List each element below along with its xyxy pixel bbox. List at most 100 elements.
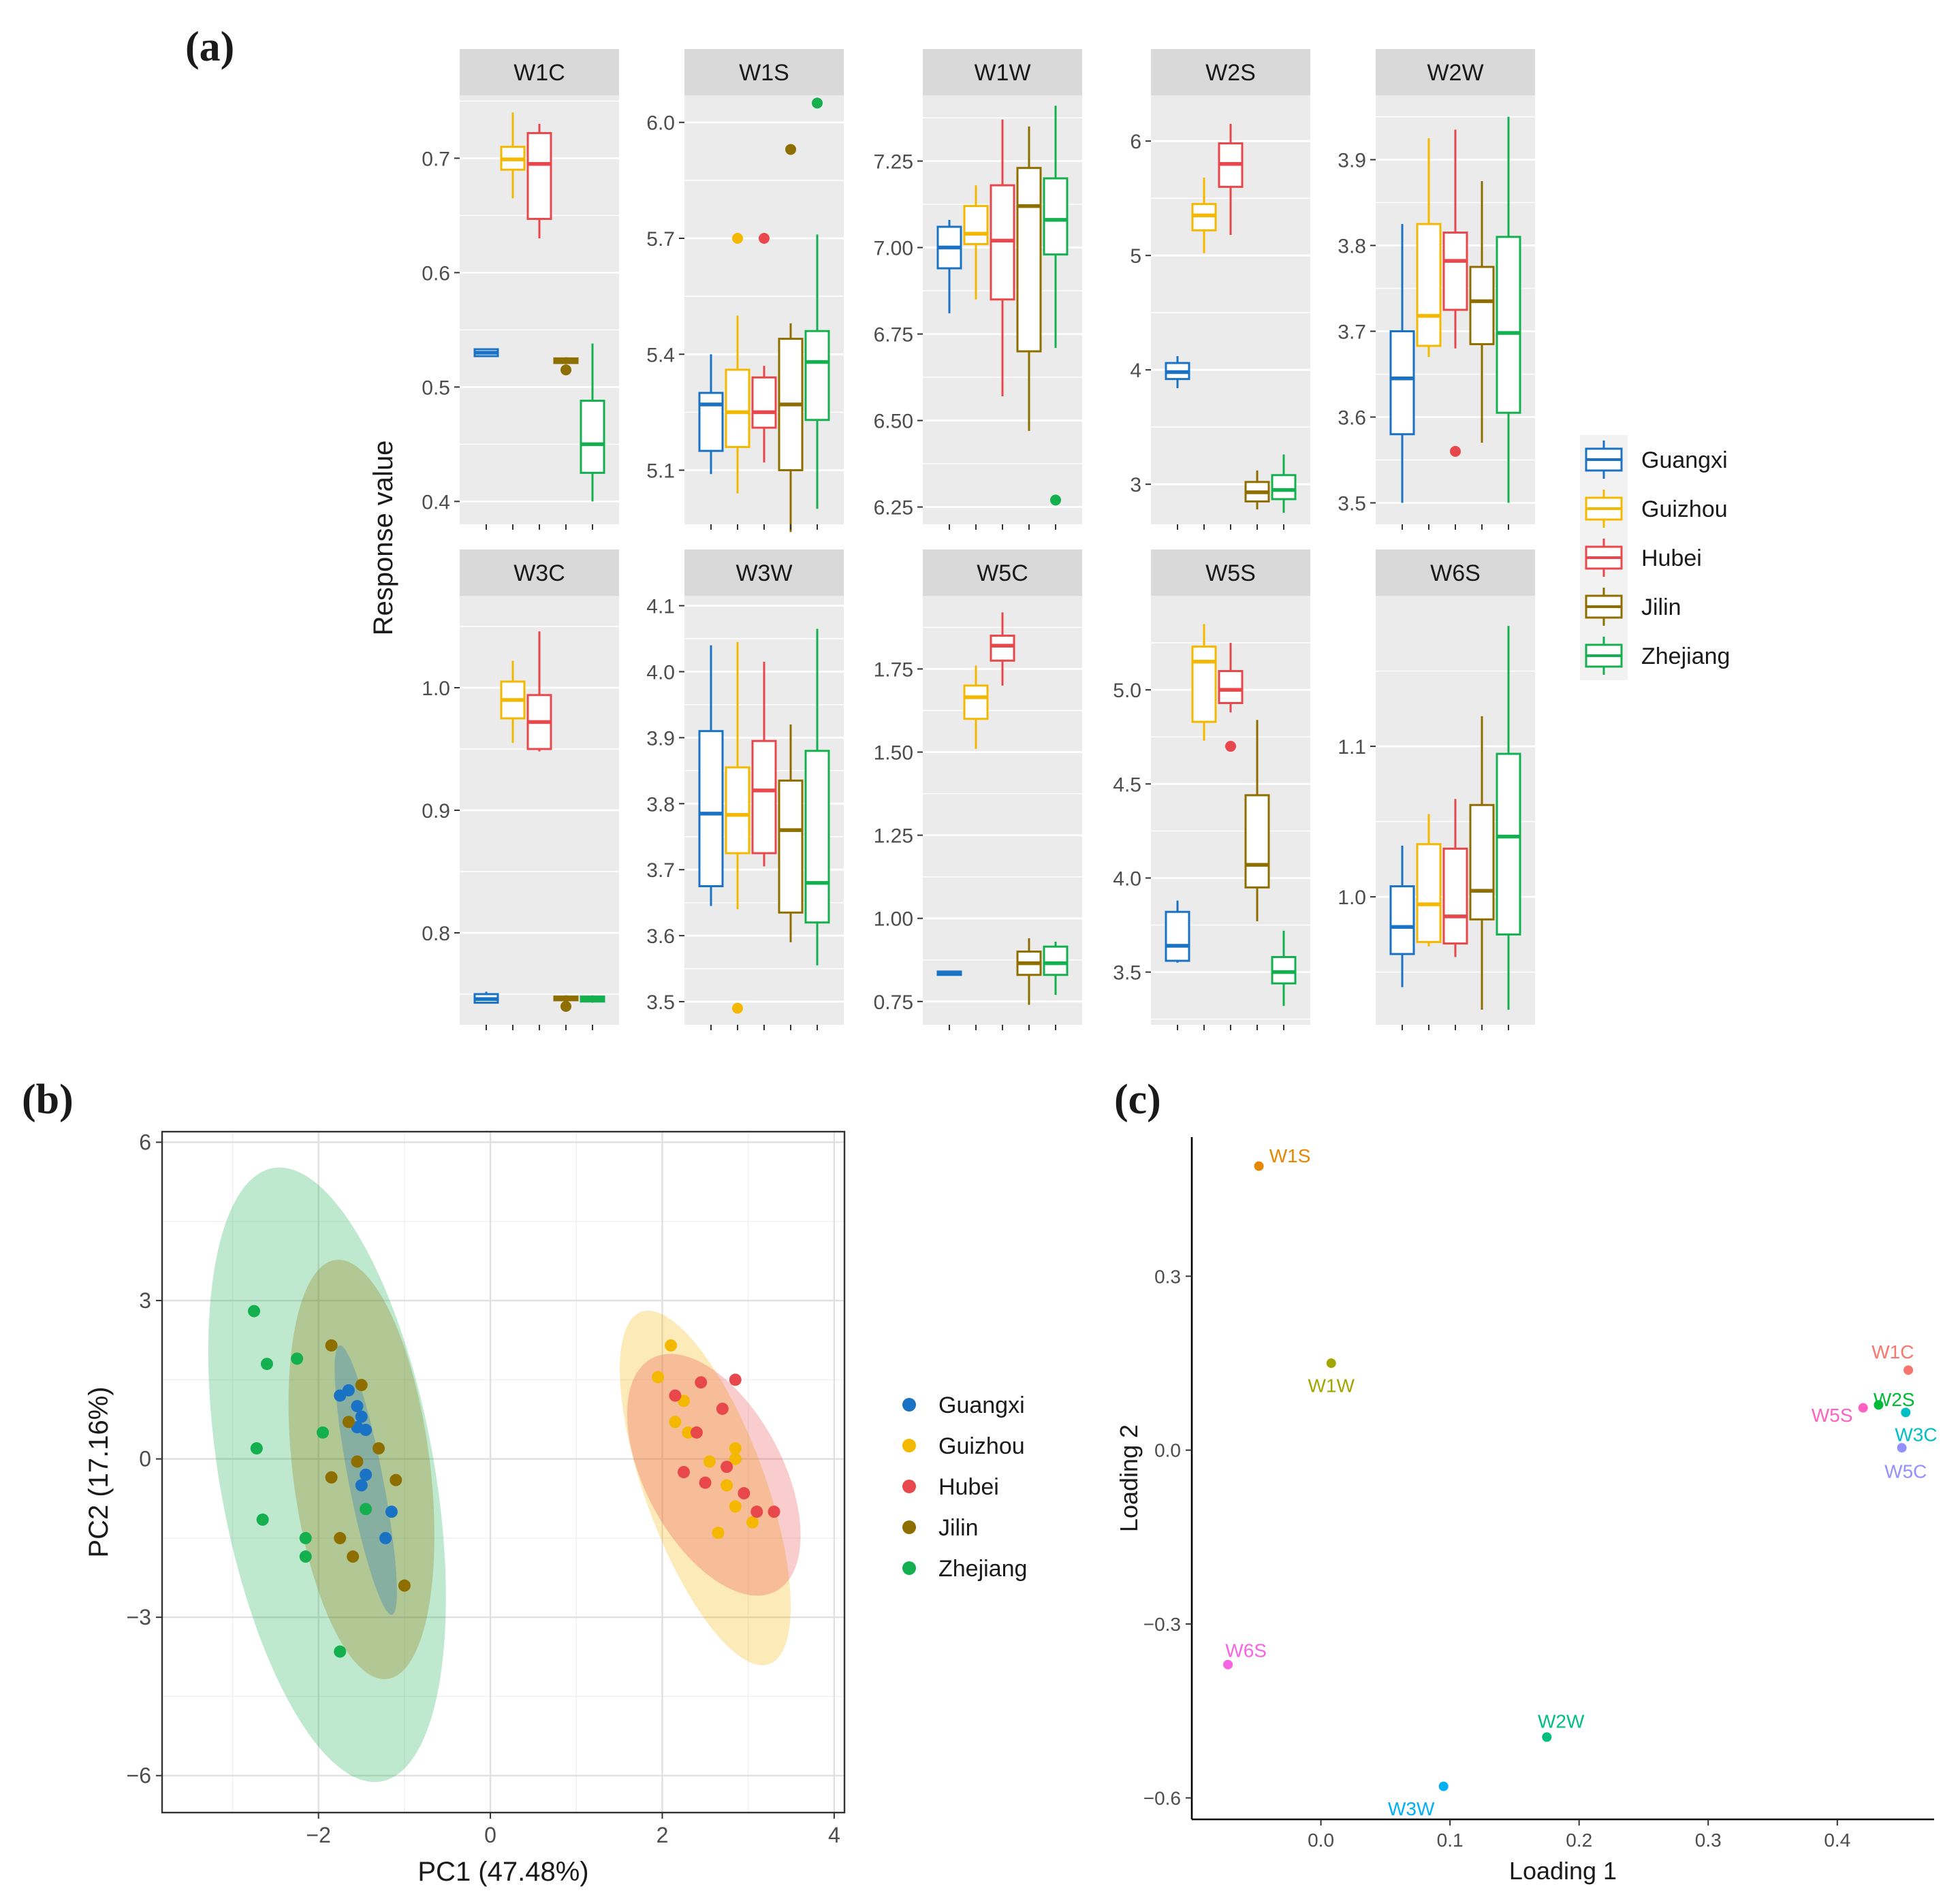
y-tick-label: 1.75 <box>874 658 913 681</box>
facet-title: W1C <box>513 60 565 86</box>
chart-a-boxplots: W1C 0.4 0.5 0.6 0.7 W1S 5.1 5.4 5.7 6.0 W1W 6.25 6.5… <box>0 0 1960 1062</box>
y-axis-title: PC2 (17.16%) <box>84 1386 114 1557</box>
legend-marker <box>902 1561 916 1575</box>
score-point-zhejiang <box>300 1550 312 1563</box>
y-tick-label: 4.5 <box>1113 774 1141 796</box>
facet-w1c: W1C 0.4 0.5 0.6 0.7 <box>422 49 619 530</box>
loading-label-w3c: W3C <box>1895 1424 1937 1446</box>
y-tick-label: 3.9 <box>646 727 675 750</box>
y-tick-label: 0.5 <box>422 377 450 399</box>
box-hubei <box>528 133 551 219</box>
score-point-guangxi <box>385 1505 398 1518</box>
y-tick-label: 0.3 <box>1154 1266 1181 1287</box>
score-point-hubei <box>678 1466 690 1478</box>
box-guizhou <box>1417 844 1440 942</box>
y-tick-label: 3 <box>1130 474 1141 496</box>
loading-point-w6s <box>1223 1660 1233 1670</box>
score-point-zhejiang <box>248 1305 260 1318</box>
legend-entry-guizhou: Guizhou <box>902 1433 1025 1459</box>
y-tick-label: 0.7 <box>422 148 450 170</box>
box-jilin <box>1246 795 1269 887</box>
y-tick-label: 0.4 <box>422 491 450 513</box>
score-point-hubei <box>721 1461 733 1473</box>
facet-title: W6S <box>1430 560 1481 586</box>
facet-w2s: W2S3456 <box>1130 49 1310 530</box>
score-point-jilin <box>347 1550 359 1563</box>
score-point-hubei <box>729 1373 742 1386</box>
facet-title: W2W <box>1427 60 1483 86</box>
loading-label-w1s: W1S <box>1269 1145 1311 1166</box>
loading-label-w1w: W1W <box>1308 1375 1355 1396</box>
loadings-plot: 0.0 0.1 0.2 0.3 0.4 −0.6 −0.3 0.0 0.3 Loading 1 Lo… <box>1115 1137 1938 1885</box>
score-point-guangxi <box>343 1384 355 1397</box>
legend: GuangxiGuizhouHubeiJilinZhejiang <box>1580 435 1730 680</box>
y-tick-label: −0.3 <box>1143 1614 1181 1635</box>
facet-w2w: W2W 3.5 3.6 3.7 3.8 3.9 <box>1338 49 1535 530</box>
y-tick-label: 0.75 <box>874 991 913 1014</box>
legend-marker <box>902 1480 916 1493</box>
x-tick-label: 0.1 <box>1437 1830 1464 1851</box>
facet-title: W2S <box>1205 60 1256 86</box>
y-tick-label: 6 <box>1130 131 1141 153</box>
score-point-guizhou <box>746 1516 759 1529</box>
loading-point-w5s <box>1859 1403 1868 1413</box>
y-tick-label: 0.8 <box>422 923 450 945</box>
loading-label-w1c: W1C <box>1871 1341 1914 1362</box>
x-tick-label: 0.0 <box>1308 1830 1334 1851</box>
facet-w5s: W5S3.54.04.55.0 <box>1113 549 1310 1030</box>
x-tick-label: 0.3 <box>1695 1830 1722 1851</box>
outlier-point <box>1050 494 1061 505</box>
x-tick-label: 0.4 <box>1824 1830 1850 1851</box>
loading-point-w1s <box>1254 1162 1264 1171</box>
facet-title: W5C <box>977 560 1028 586</box>
y-tick-label: 1.25 <box>874 825 913 848</box>
y-tick-label: 4.0 <box>1113 867 1141 890</box>
y-axis-title: Response value <box>368 441 398 636</box>
legend-label: Jilin <box>938 1515 979 1541</box>
loading-label-w3w: W3W <box>1388 1798 1435 1819</box>
x-axis-title: Loading 1 <box>1509 1857 1617 1885</box>
score-point-hubei <box>695 1376 707 1388</box>
box-guizhou <box>726 767 749 853</box>
box-hubei <box>753 741 776 853</box>
facet-title: W5S <box>1205 560 1256 586</box>
y-axis-title: Loading 2 <box>1115 1424 1143 1532</box>
score-point-guizhou <box>669 1416 681 1428</box>
facet-w3c: W3C0.80.91.0 <box>422 549 619 1030</box>
loading-point-w5c <box>1897 1443 1907 1452</box>
y-tick-label: 3.6 <box>1338 407 1366 430</box>
legend-marker <box>902 1520 916 1534</box>
box-guizhou <box>726 370 749 447</box>
score-point-hubei <box>750 1505 763 1518</box>
box-zhejiang <box>581 401 604 473</box>
score-point-guangxi <box>355 1479 368 1491</box>
score-point-zhejiang <box>360 1503 372 1515</box>
y-tick-label: 6.0 <box>646 112 675 135</box>
box-jilin <box>1470 267 1493 344</box>
box-zhejiang <box>1044 178 1067 255</box>
legend-entry-guangxi: Guangxi <box>902 1392 1025 1418</box>
legend-marker <box>902 1439 916 1452</box>
y-tick-label: 6.25 <box>874 497 913 520</box>
loading-point-w1w <box>1327 1358 1336 1368</box>
y-tick-label: −3 <box>127 1605 151 1629</box>
score-point-hubei <box>669 1390 681 1402</box>
score-point-jilin <box>351 1455 363 1467</box>
loading-label-w2w: W2W <box>1538 1710 1585 1732</box>
score-point-guizhou <box>729 1500 742 1512</box>
box-zhejiang <box>1272 957 1295 984</box>
legend-label: Jilin <box>1641 594 1681 620</box>
loading-point-w3c <box>1901 1407 1910 1417</box>
legend-marker <box>902 1398 916 1412</box>
box-guizhou <box>964 686 987 719</box>
legend-label: Zhejiang <box>1641 643 1730 669</box>
x-tick-label: 4 <box>828 1823 840 1847</box>
y-tick-label: 0 <box>139 1447 151 1471</box>
y-tick-label: 1.50 <box>874 742 913 765</box>
legend-entry-hubei: Hubei <box>1580 533 1702 582</box>
score-point-guangxi <box>351 1400 363 1412</box>
score-point-hubei <box>716 1403 729 1415</box>
box-guangxi <box>1391 887 1414 954</box>
score-point-zhejiang <box>257 1514 269 1526</box>
score-point-jilin <box>355 1379 368 1391</box>
